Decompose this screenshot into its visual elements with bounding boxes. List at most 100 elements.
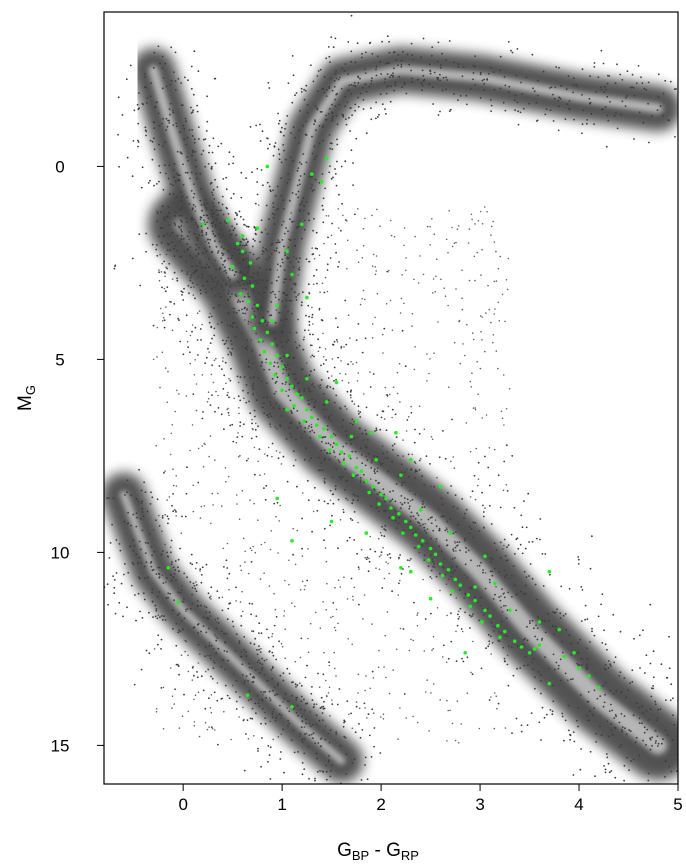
background-point bbox=[190, 65, 193, 68]
background-point bbox=[504, 84, 507, 87]
background-point bbox=[678, 758, 680, 760]
background-point bbox=[669, 80, 672, 83]
background-point bbox=[591, 630, 593, 633]
background-point bbox=[186, 608, 189, 610]
background-point bbox=[291, 312, 293, 315]
background-point bbox=[180, 585, 183, 587]
background-point bbox=[449, 108, 452, 111]
background-point bbox=[328, 85, 331, 88]
background-point bbox=[190, 171, 193, 174]
background-point bbox=[387, 84, 390, 87]
background-point bbox=[153, 137, 155, 140]
background-point bbox=[355, 705, 358, 708]
background-point bbox=[205, 266, 208, 269]
background-point bbox=[315, 231, 318, 234]
background-point bbox=[226, 207, 228, 210]
background-point bbox=[237, 258, 239, 261]
background-point bbox=[353, 81, 356, 84]
background-point bbox=[266, 396, 268, 399]
background-point bbox=[446, 492, 449, 494]
background-point bbox=[266, 679, 269, 682]
background-point bbox=[657, 708, 659, 711]
background-point bbox=[184, 117, 187, 120]
background-point bbox=[155, 608, 158, 610]
background-point bbox=[160, 687, 163, 689]
background-point bbox=[679, 745, 681, 747]
background-point bbox=[664, 729, 667, 732]
highlight-point bbox=[503, 629, 507, 634]
background-point bbox=[298, 161, 301, 164]
background-point bbox=[363, 594, 366, 596]
background-point bbox=[331, 493, 334, 496]
background-point bbox=[442, 430, 444, 432]
background-point bbox=[117, 133, 119, 136]
background-point bbox=[430, 577, 433, 580]
background-point bbox=[589, 101, 592, 104]
background-point bbox=[213, 334, 216, 337]
background-point bbox=[265, 361, 267, 364]
background-point bbox=[649, 748, 652, 751]
background-point bbox=[254, 551, 257, 554]
background-point bbox=[494, 626, 496, 629]
background-point bbox=[170, 539, 173, 542]
background-point bbox=[353, 586, 356, 589]
background-point bbox=[327, 215, 330, 217]
background-point bbox=[352, 184, 354, 187]
highlight-point bbox=[438, 562, 443, 566]
background-point bbox=[298, 129, 300, 132]
background-point bbox=[271, 651, 274, 654]
background-point bbox=[275, 402, 278, 405]
background-point bbox=[344, 299, 347, 302]
highlight-point bbox=[250, 315, 255, 319]
background-point bbox=[241, 346, 244, 348]
background-point bbox=[190, 106, 192, 109]
background-point bbox=[438, 456, 441, 459]
background-point bbox=[138, 540, 141, 543]
background-point bbox=[215, 621, 218, 624]
highlight-point bbox=[248, 261, 253, 265]
background-point bbox=[272, 202, 275, 205]
background-point bbox=[490, 321, 492, 324]
background-point bbox=[193, 374, 196, 376]
background-point bbox=[520, 590, 522, 593]
background-point bbox=[271, 667, 274, 669]
background-point bbox=[224, 668, 227, 671]
background-point bbox=[433, 71, 436, 74]
background-point bbox=[304, 427, 307, 429]
background-point bbox=[200, 153, 203, 156]
background-point bbox=[262, 316, 265, 319]
background-point bbox=[319, 111, 322, 113]
highlight-point bbox=[176, 600, 180, 605]
background-point bbox=[451, 245, 454, 248]
background-point bbox=[503, 569, 506, 572]
background-point bbox=[333, 340, 336, 343]
background-point bbox=[294, 291, 296, 294]
background-point bbox=[181, 715, 184, 717]
background-point bbox=[224, 361, 227, 364]
background-point bbox=[452, 505, 455, 508]
background-point bbox=[376, 208, 378, 211]
background-point bbox=[303, 88, 305, 91]
background-point bbox=[495, 280, 498, 282]
background-point bbox=[536, 627, 539, 629]
background-point bbox=[660, 742, 663, 745]
background-point bbox=[311, 135, 313, 138]
background-point bbox=[364, 72, 367, 74]
background-point bbox=[407, 502, 410, 504]
background-point bbox=[343, 719, 346, 722]
background-point bbox=[214, 286, 217, 289]
background-point bbox=[120, 582, 123, 585]
background-point bbox=[184, 171, 187, 174]
background-point bbox=[323, 700, 325, 703]
background-point bbox=[159, 253, 161, 256]
background-point bbox=[443, 287, 446, 290]
background-point bbox=[237, 299, 240, 302]
background-point bbox=[186, 271, 189, 273]
background-point bbox=[223, 710, 225, 713]
background-point bbox=[250, 437, 253, 440]
background-point bbox=[218, 268, 221, 271]
background-point bbox=[203, 267, 206, 269]
background-point bbox=[330, 414, 333, 416]
background-point bbox=[295, 698, 298, 701]
background-point bbox=[257, 519, 259, 521]
